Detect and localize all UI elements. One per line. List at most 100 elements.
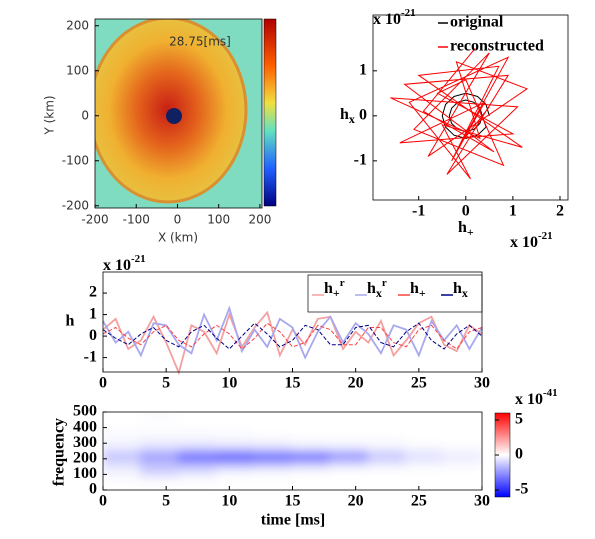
heatmap-cell [177, 442, 218, 452]
heatmap-cell [139, 465, 180, 476]
y-tick-label: -200 [62, 198, 89, 212]
heatmap-cell [103, 473, 142, 484]
heatmap-cell [103, 442, 142, 452]
legend-label-part: h [367, 280, 376, 297]
heatmap-cell [215, 473, 256, 484]
y-tick-label: 200 [66, 18, 89, 32]
x-tick-label: 200 [248, 213, 271, 227]
x-axis-label-part: + [467, 225, 474, 239]
heatmap-cell [329, 473, 370, 484]
heatmap-cell [139, 481, 180, 490]
heatmap-cell [443, 450, 482, 460]
heatmap-cell [215, 442, 256, 452]
y-axis-label: h [66, 313, 75, 330]
heatmap-cell [215, 418, 256, 429]
x-tick-label: 30 [474, 375, 490, 392]
colorbar-tick-label: 0 [515, 446, 523, 463]
x-tick-label: 15 [285, 375, 301, 392]
y-tick-label: 0 [89, 327, 97, 344]
exponent-label-part: x 10 [510, 234, 538, 251]
x-tick-label: 5 [162, 375, 170, 392]
heatmap-cell [253, 442, 294, 452]
heatmap-cell [253, 457, 294, 468]
heatmap-cell [405, 450, 446, 460]
heatmap-cell [103, 465, 142, 476]
heatmap-cell [139, 412, 180, 421]
legend-label-part: x [462, 286, 468, 300]
heatmap-cell [405, 457, 446, 468]
heatmap-cell [177, 426, 218, 437]
heatmap-cell [443, 434, 482, 445]
heatmap-cell [291, 481, 332, 490]
heatmap-cell [103, 450, 142, 460]
heatmap-cell [291, 434, 332, 445]
heatmap-cell [103, 457, 142, 468]
heatmap-cell [291, 457, 332, 468]
heatmap-cell [443, 418, 482, 429]
plot-frame [372, 14, 569, 201]
x-axis-label: X (km) [158, 231, 198, 245]
exponent-label: x 10-41 [515, 387, 558, 408]
y-tick-label: 1 [359, 61, 367, 78]
y-tick-label: 0 [359, 106, 367, 123]
legend-label-part: r [340, 277, 345, 289]
legend-label-part: x [376, 286, 382, 300]
heatmap-cell [329, 442, 370, 452]
y-axis-label-part: x [349, 112, 355, 126]
y-axis-label: hx [340, 106, 355, 126]
x-axis-label-part: h [458, 219, 467, 236]
x-tick-label: 20 [348, 375, 364, 392]
heatmap-cell [253, 434, 294, 445]
heatmap-cell [405, 412, 446, 421]
legend-label-part: r [382, 277, 387, 289]
heatmap-cell [291, 473, 332, 484]
annotation: 28.75[ms] [169, 35, 231, 49]
x-tick-label: 25 [411, 375, 427, 392]
heatmap-cell [329, 412, 370, 421]
series-line [102, 322, 483, 350]
heatmap-cell [367, 473, 408, 484]
heatmap-cells [103, 412, 482, 490]
heatmap-cell [443, 465, 482, 476]
x-tick-label: 2 [556, 203, 564, 220]
x-tick-label: -200 [81, 213, 108, 227]
heatmap-cell [443, 457, 482, 468]
heatmap-cell [329, 457, 370, 468]
heatmap-cell [139, 434, 180, 445]
heatmap-cell [139, 426, 180, 437]
legend-label-part: + [333, 286, 340, 300]
x-tick-label: 20 [348, 493, 364, 510]
exponent-label-part: x 10 [103, 257, 131, 274]
y-tick-label: 100 [73, 465, 97, 482]
y-tick-label: -100 [62, 153, 89, 167]
heatmap-cell [443, 481, 482, 490]
heatmap-cell [405, 473, 446, 484]
x-tick-label: 25 [411, 493, 427, 510]
exponent-label-part: x 10 [373, 11, 401, 28]
heatmap-cell [405, 481, 446, 490]
heatmap-cell [253, 473, 294, 484]
x-tick-label: 100 [207, 213, 230, 227]
heatmap-cell [177, 418, 218, 429]
y-tick-label: 0 [81, 108, 89, 122]
heatmap-cell [291, 418, 332, 429]
heatmap-cell [367, 465, 408, 476]
x-tick-label: 0 [99, 375, 107, 392]
heatmap-cell [329, 418, 370, 429]
exponent-label: x 10-21 [103, 253, 146, 274]
heatmap-cell [291, 412, 332, 421]
exponent-label-part: -41 [543, 387, 558, 399]
heatmap-cell [367, 450, 408, 460]
exponent-label-part: -21 [538, 230, 553, 242]
y-axis-label: frequency [51, 418, 68, 486]
heatmap-cell [177, 465, 218, 476]
heatmap-cell [139, 442, 180, 452]
y-tick-label: -1 [84, 348, 97, 365]
y-tick-label: 400 [73, 418, 97, 435]
x-axis-label: h+ [458, 219, 474, 239]
heatmap-cell [139, 457, 180, 468]
heatmap-cell [329, 465, 370, 476]
y-axis-label: Y (km) [43, 95, 57, 135]
heatmap-cell [177, 481, 218, 490]
